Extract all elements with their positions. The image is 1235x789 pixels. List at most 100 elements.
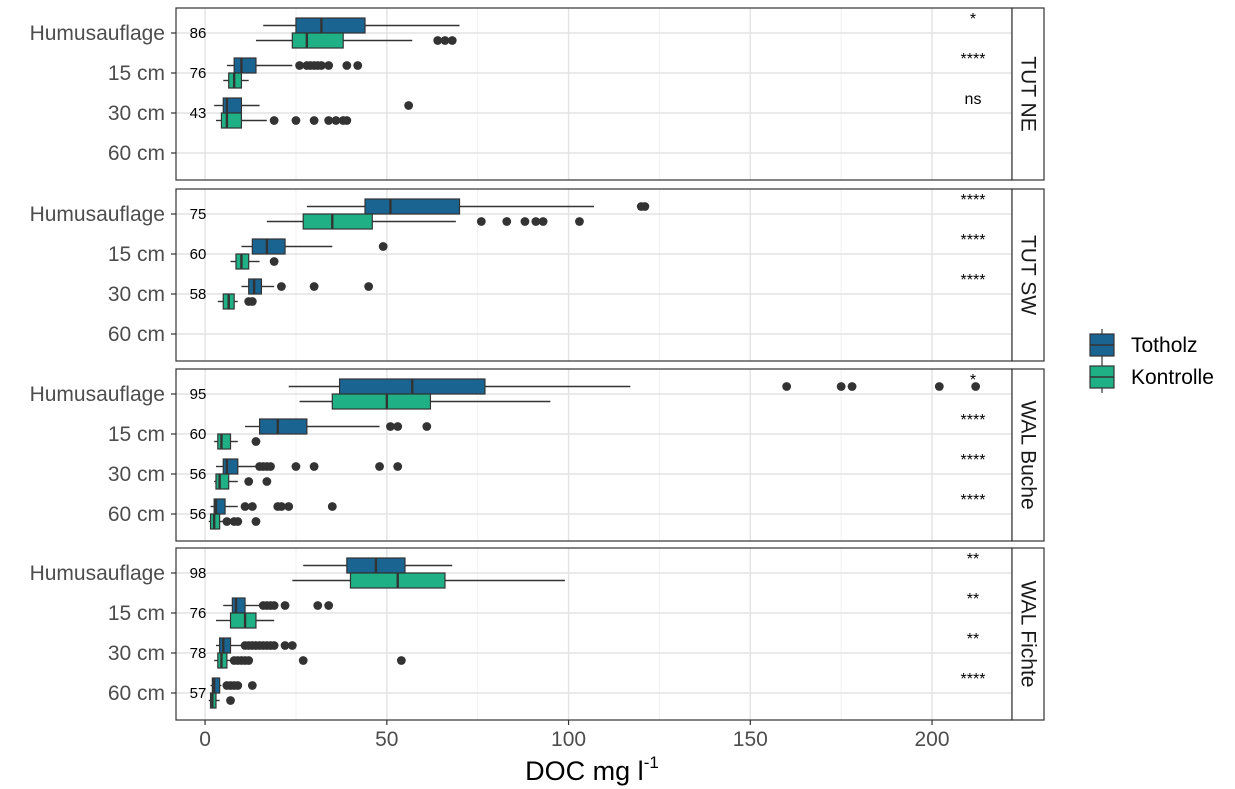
facet-strip-label: TUT SW [1017, 235, 1040, 315]
y-tick-label: 30 cm [108, 102, 165, 125]
y-tick-label: 30 cm [108, 642, 165, 665]
facet-strip-label: WAL Fichte [1017, 581, 1040, 688]
box-kontrolle [214, 473, 272, 490]
outlier-point [422, 422, 432, 431]
x-axis-title: DOC mg l-1 [525, 753, 659, 786]
outlier-point [324, 61, 334, 70]
outlier-point [277, 282, 286, 291]
outlier-point [266, 462, 275, 471]
significance-label: **** [961, 452, 986, 469]
box-iqr [219, 637, 232, 654]
facet-strip [1011, 7, 1045, 181]
outlier-point [247, 502, 257, 511]
box-kontrolle [223, 72, 249, 89]
facet-strip-label: TUT NE [1017, 56, 1040, 131]
box-iqr [220, 112, 243, 129]
significance-label: **** [961, 412, 986, 429]
significance-label: **** [961, 51, 986, 68]
box-totholz [241, 238, 388, 255]
significance-label: * [970, 372, 976, 389]
sample-size-label: 76 [190, 65, 207, 82]
sample-size-label: 57 [190, 685, 207, 702]
outlier-point [309, 116, 319, 125]
outlier-point [244, 656, 254, 665]
significance-label: **** [961, 232, 986, 249]
facet-panel: 98 ** 76 ** 78 ** 57 **** WAL Fichte Humusauflage… [30, 547, 1045, 721]
outlier-point [324, 116, 334, 125]
panel-background [176, 369, 1012, 541]
outlier-point [295, 61, 304, 70]
outlier-point [291, 462, 301, 471]
x-tick-label: 150 [733, 728, 768, 751]
outlier-point [331, 116, 341, 125]
outlier-point [280, 641, 290, 650]
sample-size-label: 60 [190, 246, 207, 263]
box-kontrolle [214, 433, 261, 450]
significance-label: **** [961, 272, 986, 289]
sample-size-label: 75 [190, 206, 207, 223]
outlier-point [640, 202, 650, 211]
box-iqr [331, 393, 432, 410]
y-tick-label: 60 cm [108, 323, 165, 346]
significance-label: **** [961, 671, 986, 688]
facet-strip [1011, 368, 1045, 542]
box-kontrolle [208, 513, 261, 530]
outlier-point [316, 61, 326, 70]
outlier-point [226, 696, 235, 705]
sample-size-label: 56 [190, 466, 207, 483]
outlier-point [269, 641, 279, 650]
box-totholz [210, 677, 257, 694]
outlier-point [233, 517, 243, 526]
outlier-point [520, 217, 530, 226]
box-iqr [259, 418, 308, 435]
legend: Totholz Kontrolle [1089, 329, 1214, 393]
legend-entry: Kontrolle [1089, 361, 1214, 393]
x-tick-label: 100 [551, 728, 586, 751]
sample-size-label: 58 [190, 286, 207, 303]
significance-label: ** [967, 631, 979, 648]
legend-entry: Totholz [1089, 329, 1198, 361]
legend-label: Kontrolle [1131, 366, 1214, 389]
y-tick-label: 60 cm [108, 142, 165, 165]
outlier-point [531, 217, 541, 226]
facet-strip [1011, 547, 1045, 721]
box-totholz [241, 278, 374, 295]
outlier-point [327, 502, 337, 511]
facet-panel: 95 * 60 **** 56 **** 56 **** WAL Buche Humusaufla… [30, 368, 1045, 542]
outlier-point [251, 437, 261, 446]
outlier-point [934, 382, 944, 391]
y-tick-label: 15 cm [108, 62, 165, 85]
significance-label: ** [967, 591, 979, 608]
sample-size-label: 76 [190, 605, 207, 622]
box-totholz [215, 458, 403, 475]
box-kontrolle [266, 213, 584, 230]
outlier-point [404, 101, 414, 110]
box-iqr [217, 433, 232, 450]
y-tick-label: 60 cm [108, 503, 165, 526]
y-tick-label: Humusauflage [30, 383, 165, 406]
sample-size-label: 56 [190, 506, 207, 523]
y-tick-label: 15 cm [108, 423, 165, 446]
box-kontrolle [208, 692, 235, 709]
sample-size-label: 60 [190, 426, 207, 443]
outlier-point [847, 382, 857, 391]
box-kontrolle [230, 253, 279, 270]
outlier-point [247, 297, 257, 306]
significance-label: **** [961, 192, 986, 209]
box-iqr [215, 473, 230, 490]
box-kontrolle [217, 293, 257, 310]
outlier-point [433, 36, 443, 45]
box-kontrolle [215, 112, 352, 129]
box-kontrolle [292, 572, 565, 589]
box-kontrolle [255, 32, 457, 49]
box-totholz [223, 597, 334, 614]
box-iqr [302, 213, 373, 230]
outlier-point [269, 116, 279, 125]
outlier-point [233, 681, 243, 690]
y-tick-label: Humusauflage [30, 203, 165, 226]
facet-panel: 75 **** 60 **** 58 **** TUT SW Humusauflage 15 c… [30, 188, 1045, 362]
outlier-point [247, 681, 257, 690]
box-iqr [222, 458, 239, 475]
